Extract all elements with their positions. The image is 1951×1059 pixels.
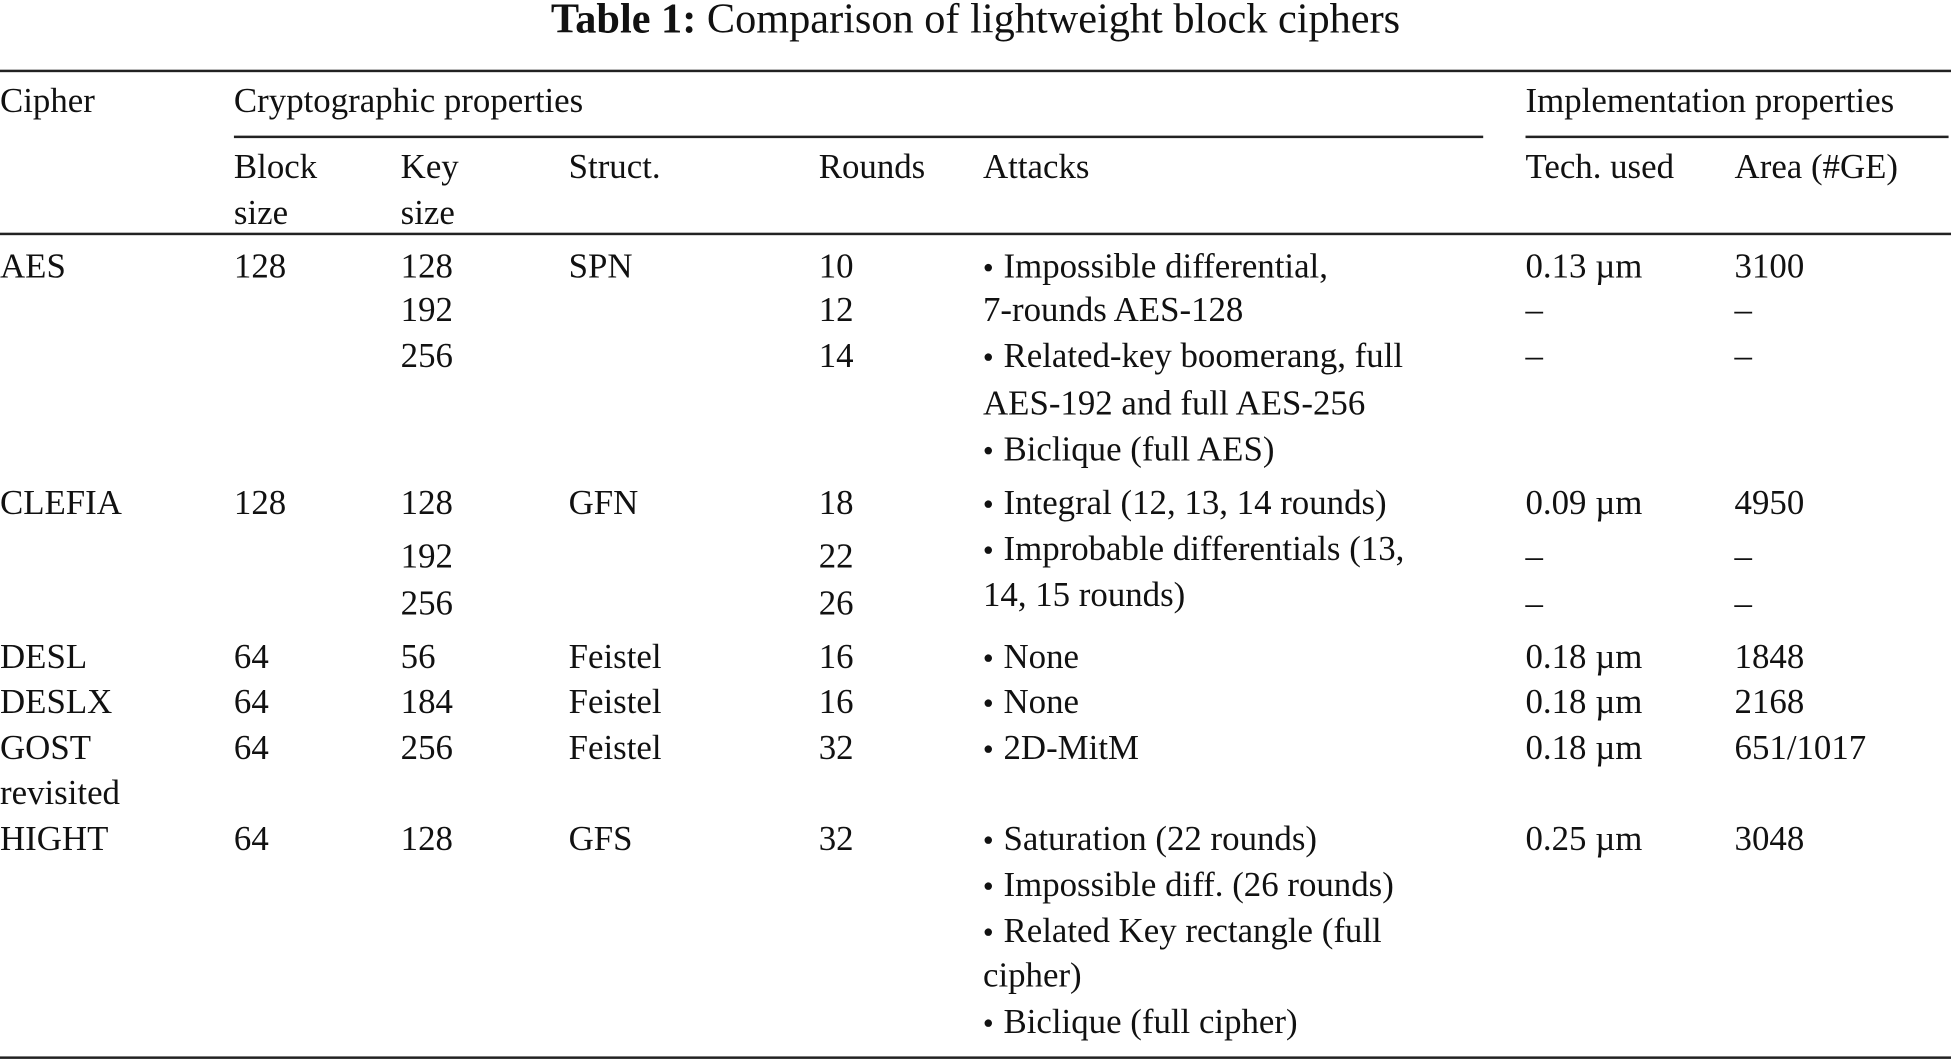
- caption-text: Comparison of lightweight block ciphers: [706, 0, 1401, 43]
- cell-tech: –: [1525, 584, 1543, 624]
- cell-key: 56: [400, 638, 436, 677]
- cell-key: 256: [400, 584, 453, 624]
- bottom-rule: [0, 1056, 1951, 1059]
- cell-area: 3100: [1734, 247, 1805, 287]
- cell-tech: –: [1525, 337, 1543, 376]
- cell-tech: –: [1525, 291, 1543, 330]
- crypto-group-rule: [233, 135, 1484, 138]
- cell-rounds: 16: [818, 638, 854, 677]
- cell-struct: GFN: [568, 484, 639, 523]
- cell-block: 128: [233, 484, 287, 523]
- cell-struct: GFS: [568, 819, 633, 859]
- cell-attacks: None: [983, 638, 1078, 678]
- header-rule: [0, 232, 1951, 235]
- cell-rounds: 26: [818, 584, 854, 624]
- cell-key: 192: [400, 291, 453, 330]
- cell-rounds: 18: [818, 484, 854, 523]
- cell-attacks: 7-rounds AES-128: [982, 291, 1244, 330]
- header-group-crypto: Cryptographic properties: [233, 82, 584, 121]
- header-struct: Struct.: [568, 148, 661, 187]
- cell-cipher: DESL: [0, 638, 88, 677]
- cell-key: 128: [400, 484, 453, 523]
- cell-struct: Feistel: [568, 638, 662, 677]
- cell-attacks: Biclique (full AES): [983, 431, 1274, 471]
- header-tech: Tech. used: [1525, 148, 1674, 187]
- cell-key: 184: [400, 683, 453, 722]
- cell-block: 64: [233, 683, 269, 722]
- cell-area: 3048: [1734, 819, 1805, 859]
- header-area: Area (#GE): [1734, 148, 1899, 187]
- cell-block: 64: [233, 638, 269, 677]
- cell-struct: Feistel: [568, 729, 662, 768]
- header-rounds: Rounds: [818, 148, 926, 187]
- cell-cipher: GOST: [0, 729, 91, 768]
- cell-tech: 0.25 µm: [1525, 819, 1643, 859]
- cell-struct: Feistel: [568, 683, 662, 722]
- header-cipher: Cipher: [0, 82, 95, 121]
- cell-rounds: 22: [818, 537, 854, 577]
- cell-struct: SPN: [568, 247, 633, 287]
- cell-area: –: [1734, 584, 1752, 624]
- header-key-size-2: size: [400, 194, 455, 233]
- cell-area: 1848: [1734, 638, 1805, 677]
- cell-cipher: revisited: [0, 773, 120, 813]
- cell-key: 128: [400, 819, 453, 859]
- cell-tech: 0.18 µm: [1525, 638, 1643, 677]
- cell-attacks: Biclique (full cipher): [983, 1003, 1297, 1043]
- cell-attacks: 14, 15 rounds): [982, 576, 1186, 615]
- cell-attacks: Integral (12, 13, 14 rounds): [983, 484, 1386, 524]
- cell-rounds: 16: [818, 683, 854, 722]
- cell-block: 64: [233, 819, 269, 859]
- cell-key: 128: [400, 247, 453, 287]
- header-block-size: Block: [233, 148, 318, 187]
- cell-key: 256: [400, 729, 453, 768]
- table-caption: Table 1: Comparison of lightweight block…: [0, 0, 1951, 45]
- cell-area: –: [1734, 537, 1752, 577]
- cell-block: 128: [233, 247, 287, 287]
- impl-group-rule: [1525, 135, 1949, 138]
- cell-area: 2168: [1734, 683, 1805, 722]
- top-rule: [0, 69, 1951, 72]
- cell-tech: 0.13 µm: [1525, 247, 1643, 287]
- cell-attacks: None: [983, 683, 1078, 723]
- cell-attacks: Saturation (22 rounds): [983, 820, 1317, 860]
- cell-tech: –: [1525, 537, 1543, 577]
- cell-cipher: AES: [0, 247, 66, 287]
- cell-key: 256: [400, 337, 453, 376]
- cell-rounds: 10: [818, 247, 854, 287]
- cell-attacks: 2D-MitM: [983, 729, 1139, 769]
- cell-cipher: DESLX: [0, 683, 113, 722]
- cell-attacks: Related Key rectangle (full: [983, 912, 1381, 952]
- cell-tech: 0.09 µm: [1525, 484, 1643, 523]
- cell-area: –: [1734, 291, 1752, 330]
- cell-tech: 0.18 µm: [1525, 683, 1643, 722]
- cell-cipher: CLEFIA: [0, 484, 122, 523]
- cell-rounds: 32: [818, 729, 854, 768]
- header-attacks: Attacks: [982, 148, 1090, 187]
- cell-attacks: Impossible differential,: [983, 248, 1327, 288]
- header-group-impl: Implementation properties: [1525, 82, 1895, 121]
- cell-block: 64: [233, 729, 269, 768]
- cell-rounds: 12: [818, 291, 854, 330]
- cell-rounds: 14: [818, 337, 854, 376]
- header-block-size-2: size: [233, 194, 289, 233]
- cell-area: –: [1734, 337, 1752, 376]
- cell-area: 4950: [1734, 484, 1805, 523]
- cell-attacks: Impossible diff. (26 rounds): [983, 866, 1393, 906]
- cell-attacks: AES-192 and full AES-256: [982, 384, 1366, 424]
- cell-tech: 0.18 µm: [1525, 729, 1643, 768]
- cell-cipher: HIGHT: [0, 819, 109, 859]
- cell-rounds: 32: [818, 819, 854, 859]
- header-key-size: Key: [400, 148, 459, 187]
- cell-attacks: Related-key boomerang, full: [983, 337, 1403, 377]
- cell-attacks: cipher): [982, 956, 1082, 996]
- cell-attacks: Improbable differentials (13,: [983, 530, 1404, 570]
- cell-key: 192: [400, 537, 453, 577]
- cell-area: 651/1017: [1734, 729, 1867, 768]
- caption-label: Table 1:: [550, 0, 697, 43]
